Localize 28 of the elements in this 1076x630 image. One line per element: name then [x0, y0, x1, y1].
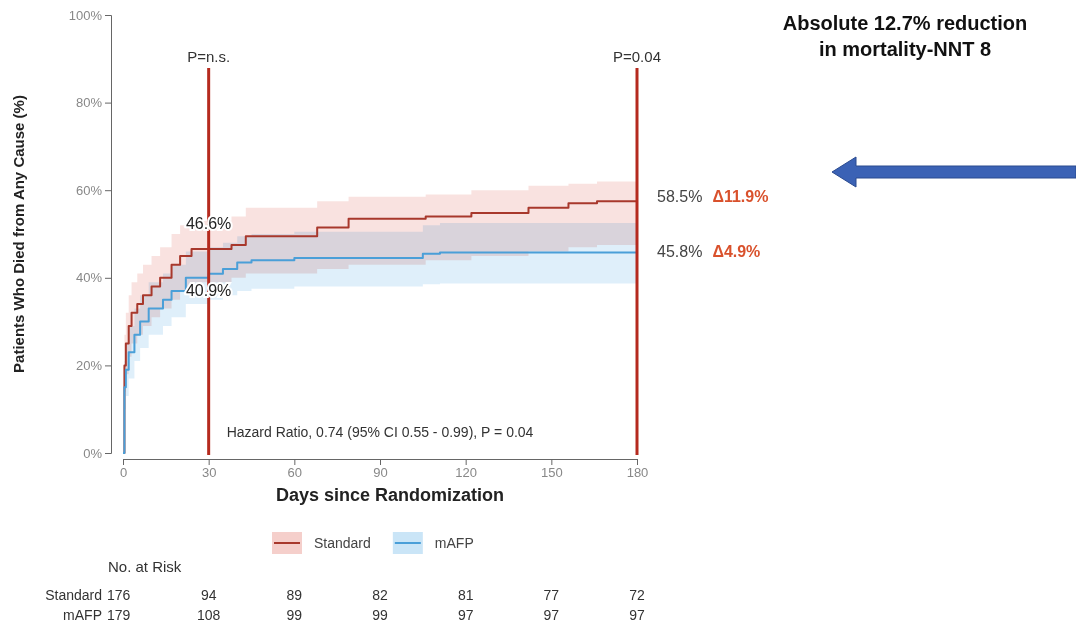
annotation: P=n.s.: [187, 48, 231, 65]
text: Δ11.9%: [712, 187, 769, 205]
text: 45.8%: [657, 243, 703, 261]
text: No. at Risk: [108, 558, 182, 575]
annotation: P=0.04: [613, 48, 661, 65]
x-tick-label: 180: [626, 465, 649, 481]
y-tick-label: 20%: [75, 358, 103, 374]
annotation: Hazard Ratio, 0.74 (95% CI 0.55 - 0.99), P = 0.04: [226, 424, 534, 440]
y-tick-label: 100%: [68, 7, 103, 23]
x-tick-label: 60: [287, 465, 303, 481]
x-tick-label: 120: [455, 465, 478, 481]
x-tick-label: 90: [373, 465, 388, 481]
x-tick-label: 0: [119, 465, 128, 481]
x-tick-label: 150: [540, 465, 563, 481]
legend-label: mAFP: [434, 535, 474, 551]
y-tick-label: 0%: [83, 445, 103, 461]
x-tick-label: 30: [201, 465, 217, 481]
y-tick-label: 60%: [75, 182, 103, 198]
risk-row: mAFP 179 108 99 99 97 97 97: [63, 607, 645, 623]
x-axis-title: Days since Randomization: [275, 485, 505, 505]
text: Δ4.9%: [712, 243, 761, 261]
risk-row: Standard 176 94 89 82 81 77 72: [45, 587, 645, 603]
y-tick-label: 80%: [75, 95, 103, 111]
text: Absolute 12.7% reduction in mortality-NNT 8: [782, 12, 1028, 60]
text: 58.5%: [657, 187, 703, 205]
y-axis-title: Patients Who Died from Any Cause (%): [10, 95, 27, 373]
legend-label: Standard: [314, 535, 371, 551]
y-tick-label: 40%: [75, 270, 103, 286]
